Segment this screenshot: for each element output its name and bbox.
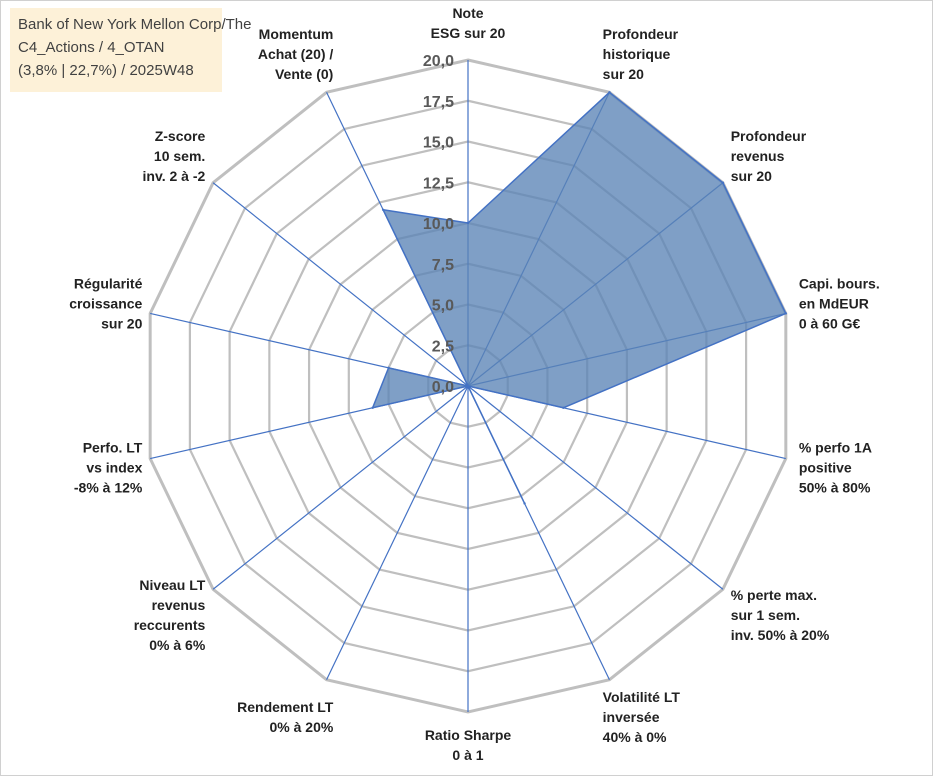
axis-label: % perte max. sur 1 sem. inv. 50% à 20% — [731, 587, 830, 643]
axis-label: Profondeur historique sur 20 — [603, 26, 679, 82]
title-line-2: C4_Actions / 4_OTAN — [18, 39, 165, 56]
axis-spoke — [326, 385, 469, 680]
data-point — [608, 91, 611, 94]
tick-label: 17,5 — [423, 94, 454, 111]
radar-series — [371, 91, 788, 505]
data-point — [721, 181, 725, 184]
axis-spoke — [212, 182, 469, 387]
axis-label: Z-score 10 sem. inv. 2 à -2 — [143, 128, 206, 184]
radar-tick-labels: 0,0 2,5 5,0 7,5 10,0 12,5 15,0 17,5 20,0 — [423, 53, 454, 396]
axis-label: Volatilité LT inversée 40% à 0% — [603, 689, 681, 745]
axis-label: Niveau LT revenus reccurents 0% à 6% — [134, 577, 206, 653]
tick-label: 15,0 — [423, 135, 454, 152]
axis-spoke — [467, 385, 724, 590]
data-point — [371, 406, 374, 409]
chart-title-box: Bank of New York Mellon Corp/The C4_Acti… — [10, 8, 252, 92]
title-line-1: Bank of New York Mellon Corp/The — [18, 16, 252, 33]
tick-label: 12,5 — [423, 175, 454, 192]
axis-label: Perfo. LT vs index -8% à 12% — [74, 439, 143, 495]
axis-label: Profondeur revenus sur 20 — [731, 128, 807, 184]
tick-label: 20,0 — [423, 53, 454, 70]
axis-label: Capi. bours. en MdEUR 0 à 60 G€ — [799, 276, 880, 332]
axis-label: Ratio Sharpe 0 à 1 — [425, 727, 512, 763]
tick-label: 10,0 — [423, 216, 454, 233]
tick-label: 7,5 — [432, 257, 454, 274]
data-point — [466, 221, 470, 225]
tick-label: 2,5 — [432, 338, 454, 355]
data-point — [784, 312, 788, 315]
axis-label: % perfo 1A positive 50% à 80% — [799, 439, 872, 495]
title-line-3: (3,8% | 22,7%) / 2025W48 — [18, 62, 194, 79]
data-point — [466, 384, 470, 388]
data-point — [387, 366, 390, 370]
tick-label: 0,0 — [432, 379, 454, 396]
axis-spoke — [212, 385, 469, 590]
radar-axis-labels: Note ESG sur 20 Profondeur historique sur 20… — [69, 5, 880, 763]
axis-label: Rendement LT 0% à 20% — [237, 699, 334, 735]
data-point — [562, 406, 565, 409]
data-point — [523, 502, 526, 505]
axis-label: Note ESG sur 20 — [431, 5, 506, 41]
axis-label: Momentum Achat (20) / Vente (0) — [258, 26, 334, 82]
tick-label: 5,0 — [432, 298, 454, 315]
axis-label: Régularité croissance sur 20 — [69, 276, 142, 332]
data-point — [381, 208, 385, 211]
